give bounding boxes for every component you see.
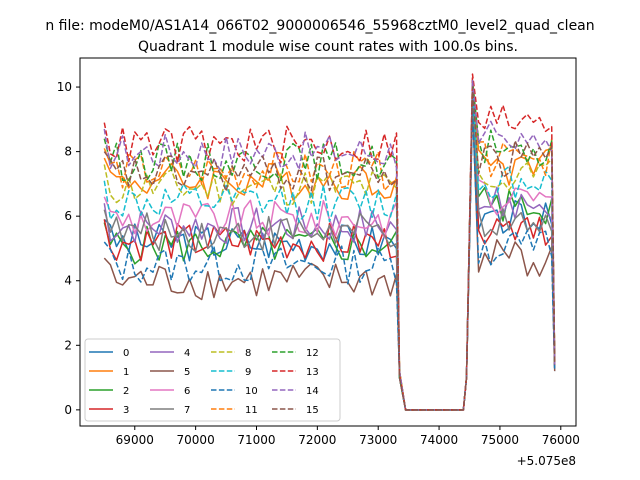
- legend-label-7: 7: [184, 405, 190, 416]
- y-tick-label: 6: [64, 209, 72, 223]
- chart-title: Quadrant 1 module wise count rates with …: [138, 39, 518, 55]
- legend-label-1: 1: [123, 367, 129, 378]
- series-line-14: [103, 79, 556, 411]
- x-tick-label: 76000: [542, 433, 580, 447]
- x-tick-label: 74000: [420, 433, 458, 447]
- plot-lines: [103, 73, 556, 411]
- series-line-7: [103, 99, 556, 411]
- legend-label-12: 12: [306, 348, 319, 359]
- series-line-10: [103, 108, 556, 411]
- legend-label-0: 0: [123, 348, 129, 359]
- y-tick-label: 2: [64, 338, 72, 352]
- x-tick-label: 72000: [298, 433, 336, 447]
- series-line-8: [103, 86, 556, 411]
- series-line-3: [103, 92, 556, 411]
- y-tick-label: 10: [57, 80, 72, 94]
- x-tick-label: 71000: [237, 433, 275, 447]
- legend-label-11: 11: [245, 405, 258, 416]
- x-tick-label: 69000: [116, 433, 154, 447]
- legend-label-15: 15: [306, 405, 319, 416]
- legend-label-4: 4: [184, 348, 190, 359]
- series-line-9: [103, 86, 556, 411]
- legend-label-10: 10: [245, 386, 258, 397]
- legend-label-13: 13: [306, 367, 319, 378]
- series-line-15: [103, 86, 556, 411]
- series-line-4: [103, 89, 556, 411]
- legend-frame: [84, 338, 341, 422]
- legend-label-3: 3: [123, 405, 129, 416]
- x-tick-label: 73000: [359, 433, 397, 447]
- x-tick-label: 75000: [481, 433, 519, 447]
- figure-suptitle: n file: modeM0/AS1A14_066T02_9000006546_…: [45, 18, 594, 34]
- legend-label-6: 6: [184, 386, 190, 397]
- legend-label-2: 2: [123, 386, 129, 397]
- plot-frame: [79, 57, 577, 427]
- y-tick-label: 8: [64, 145, 72, 159]
- y-tick-label: 4: [64, 274, 72, 288]
- x-tick-label: 70000: [177, 433, 215, 447]
- x-offset-label: +5.075e8: [517, 454, 576, 468]
- legend-label-5: 5: [184, 367, 190, 378]
- y-tick-label: 0: [64, 403, 72, 417]
- series-line-13: [103, 73, 556, 411]
- legend-label-14: 14: [306, 386, 319, 397]
- x-axis: 69000 70000 71000 72000 73000 74000 75000 76000: [116, 426, 580, 447]
- series-line-6: [103, 89, 556, 411]
- y-axis: 0 2 4 6 8 10: [57, 80, 80, 417]
- legend-label-8: 8: [245, 348, 251, 359]
- legend-label-9: 9: [245, 367, 251, 378]
